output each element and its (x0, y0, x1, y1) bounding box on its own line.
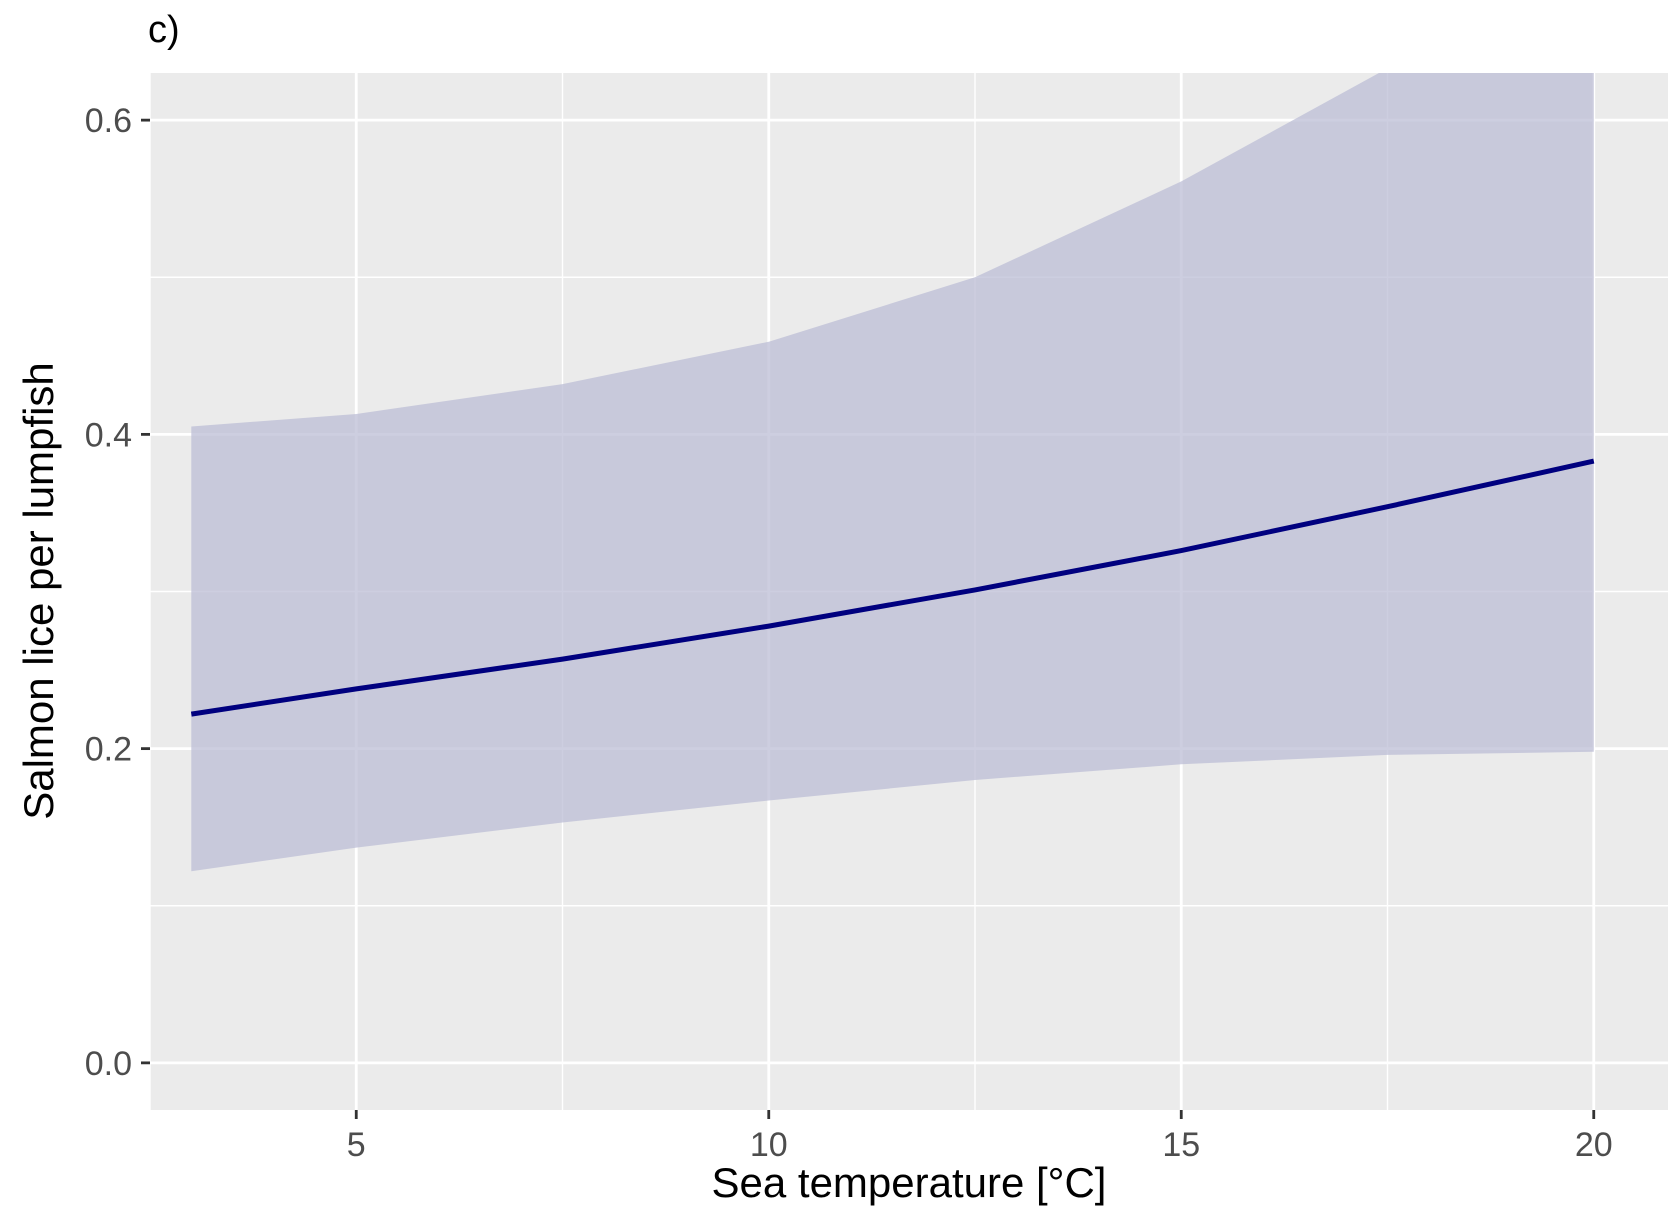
confidence-ribbon (191, 73, 1594, 872)
y-axis: 0.0 0.2 0.4 0.6 (85, 102, 150, 1083)
y-tick-label: 0.6 (85, 102, 132, 140)
x-tick-label: 15 (1162, 1126, 1200, 1164)
y-tick-label: 0.4 (85, 416, 132, 454)
x-tick-label: 10 (750, 1126, 788, 1164)
y-tick-label: 0.2 (85, 731, 132, 769)
y-tick-label: 0.0 (85, 1045, 132, 1083)
fitted-line (190, 458, 1595, 717)
y-axis-title: Salmon lice per lumpfish (15, 362, 62, 820)
plot-marks (190, 73, 1595, 872)
x-axis: 5 10 15 20 (347, 1110, 1613, 1164)
x-axis-title: Sea temperature [°C] (712, 1159, 1107, 1206)
panel-label: c) (148, 9, 180, 51)
x-tick-label: 5 (347, 1126, 366, 1164)
x-tick-label: 20 (1575, 1126, 1613, 1164)
